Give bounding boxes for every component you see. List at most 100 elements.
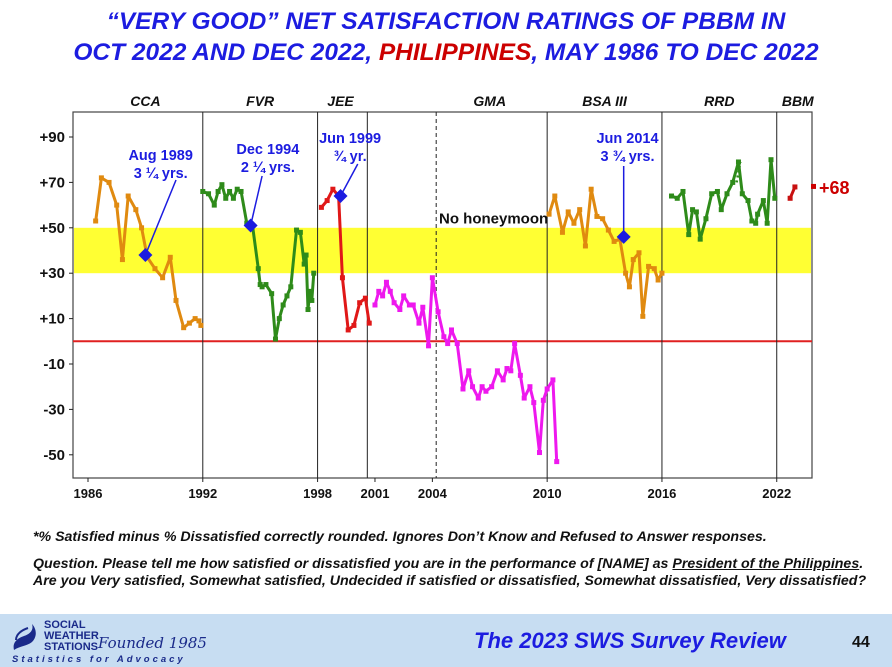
x-tick-label: 2001 xyxy=(361,486,390,501)
data-point xyxy=(198,322,204,328)
annotation-marker xyxy=(243,218,258,233)
data-point xyxy=(739,191,745,197)
data-point xyxy=(537,450,543,456)
y-tick-label: +30 xyxy=(40,265,65,282)
data-point xyxy=(749,218,755,224)
annotation-arrow xyxy=(144,179,177,256)
data-point xyxy=(724,191,730,197)
annotation-label: Dec 1994 xyxy=(236,142,299,158)
data-point xyxy=(714,188,720,194)
x-tick-label: 2022 xyxy=(762,486,791,501)
data-point xyxy=(307,288,313,294)
data-point xyxy=(192,316,198,322)
data-point xyxy=(735,159,741,165)
data-point xyxy=(659,270,665,276)
y-tick-label: +90 xyxy=(40,129,65,146)
data-point xyxy=(196,318,202,324)
series-line-bsa-iii xyxy=(547,187,664,318)
annotation-arrow xyxy=(339,163,359,197)
annotation-marker xyxy=(138,248,153,263)
note-question: Question. Please tell me how satisfied o… xyxy=(33,556,878,590)
data-point xyxy=(160,275,166,281)
data-point xyxy=(200,188,206,194)
president-label: BSA III xyxy=(582,93,628,109)
data-point xyxy=(623,270,629,276)
data-point xyxy=(588,186,594,192)
data-point xyxy=(500,377,506,383)
data-point xyxy=(410,302,416,308)
logo-name: SOCIAL WEATHER STATIONS xyxy=(44,620,99,653)
data-point xyxy=(362,295,368,301)
y-tick-label: -50 xyxy=(43,447,65,464)
data-point xyxy=(297,229,303,235)
annotation-label: Jun 2014 xyxy=(596,131,658,147)
data-point xyxy=(792,184,798,190)
data-point xyxy=(552,193,558,199)
data-point xyxy=(318,204,324,210)
data-point xyxy=(527,384,533,390)
title-line-2-pre: OCT 2022 AND DEC 2022, xyxy=(73,39,379,66)
data-point xyxy=(674,195,680,201)
annotation-sub: 3 ¼ yrs. xyxy=(134,166,188,182)
y-tick-label: +50 xyxy=(40,220,65,237)
president-label: GMA xyxy=(473,93,506,109)
president-label: CCA xyxy=(130,93,160,109)
data-point xyxy=(626,284,632,290)
data-point xyxy=(445,341,451,347)
data-point xyxy=(703,216,709,222)
data-point xyxy=(330,186,336,192)
data-point xyxy=(441,334,447,340)
data-point xyxy=(686,232,692,238)
data-point xyxy=(605,227,611,233)
data-point xyxy=(186,320,192,326)
data-point xyxy=(630,257,636,263)
data-point xyxy=(611,238,617,244)
data-point xyxy=(280,302,286,308)
footer: SOCIAL WEATHER STATIONS Founded 1985 Sta… xyxy=(0,614,892,667)
x-tick-label: 2016 xyxy=(647,486,676,501)
data-point xyxy=(272,336,278,342)
logo-name-3: STATIONS xyxy=(44,641,98,653)
data-point xyxy=(215,188,221,194)
sws-logo-icon xyxy=(13,624,36,650)
data-point xyxy=(311,270,317,276)
latest-value-label: +68 xyxy=(819,178,850,198)
page-number: 44 xyxy=(852,634,870,651)
data-point xyxy=(259,284,265,290)
data-point xyxy=(577,207,583,213)
data-point xyxy=(339,275,345,281)
data-point xyxy=(646,263,652,269)
data-point xyxy=(106,179,112,185)
data-point xyxy=(483,388,489,394)
data-point xyxy=(680,188,686,194)
data-point xyxy=(351,322,357,328)
data-point xyxy=(787,195,793,201)
data-point xyxy=(571,220,577,226)
data-point xyxy=(753,220,759,226)
series-line-jee xyxy=(320,187,371,332)
annotation-label: Aug 1989 xyxy=(128,148,192,164)
data-point xyxy=(709,191,715,197)
data-point xyxy=(416,320,422,326)
data-point xyxy=(238,188,244,194)
data-point xyxy=(449,327,454,333)
data-point xyxy=(139,225,145,231)
data-point xyxy=(693,209,699,215)
x-tick-label: 1986 xyxy=(74,486,103,501)
data-point xyxy=(366,320,372,326)
data-point xyxy=(435,309,441,315)
data-point xyxy=(380,293,386,299)
notes: *% Satisfied minus % Dissatisfied correc… xyxy=(33,529,878,600)
x-tick-label: 2010 xyxy=(533,486,562,501)
data-point xyxy=(301,261,307,267)
annotation-arrow xyxy=(249,175,263,226)
y-tick-label: +10 xyxy=(40,311,65,328)
data-point xyxy=(460,386,466,392)
data-point xyxy=(397,307,403,313)
data-point xyxy=(554,459,560,465)
data-point xyxy=(211,202,217,208)
x-tick-label: 2004 xyxy=(418,486,448,501)
data-point xyxy=(125,193,131,199)
y-tick-label: -30 xyxy=(43,401,65,418)
data-point xyxy=(294,227,300,233)
